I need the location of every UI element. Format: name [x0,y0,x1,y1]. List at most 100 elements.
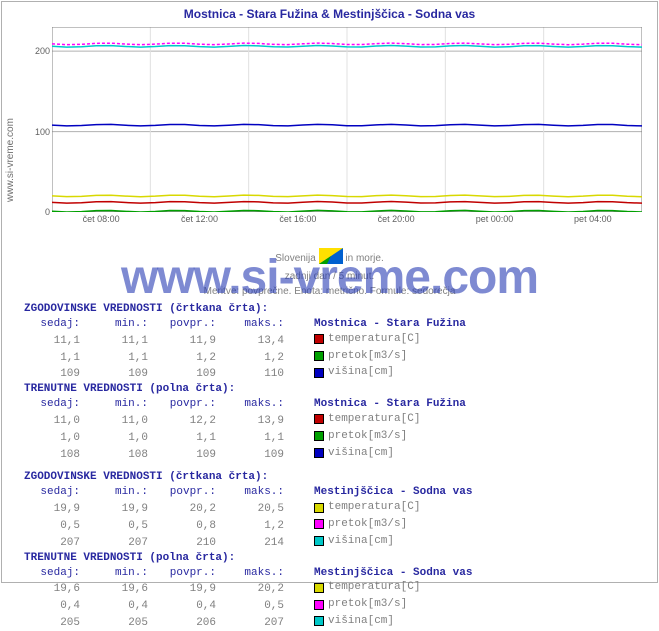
data-cell: 205 [24,616,80,631]
data-cell: 109 [216,448,284,463]
data-cell: 11,1 [24,334,80,349]
col-header: min.: [80,566,148,581]
legend-entry: pretok[m3/s] [314,349,407,365]
table-row: 205205206207višina[cm] [24,614,639,631]
x-tick: čet 08:00 [83,214,120,224]
x-axis-labels: čet 08:00čet 12:00čet 16:00čet 20:00pet … [52,214,642,228]
table-row: 1,11,11,21,2pretok[m3/s] [24,349,639,366]
caption-l1b: in morje. [345,253,383,264]
legend-label: višina[cm] [328,535,394,547]
color-swatch [314,448,324,458]
col-header: min.: [80,397,148,412]
station-name: Mestinjščica - Sodna vas [314,567,472,579]
chart-container: Mostnica - Stara Fužina & Mestinjščica -… [1,1,658,583]
x-tick: pet 00:00 [476,214,514,224]
color-swatch [314,583,324,593]
data-cell: 109 [80,367,148,382]
data-cell: 1,2 [148,351,216,366]
data-cell: 108 [80,448,148,463]
station-name: Mostnica - Stara Fužina [314,318,466,330]
col-header: sedaj: [24,566,80,581]
legend-entry: temperatura[C] [314,580,420,596]
data-cell: 214 [216,536,284,551]
data-cell: 206 [148,616,216,631]
col-header: maks.: [216,566,284,581]
legend-entry: temperatura[C] [314,412,420,428]
section-header: ZGODOVINSKE VREDNOSTI (črtkana črta): [24,470,639,485]
legend-label: temperatura[C] [328,581,420,593]
col-header: min.: [80,317,148,332]
legend-entry: temperatura[C] [314,332,420,348]
caption-l1a: Slovenija [275,253,316,264]
table-row: 207207210214višina[cm] [24,534,639,551]
col-header: sedaj: [24,397,80,412]
data-tables: ZGODOVINSKE VREDNOSTI (črtkana črta):sed… [24,302,639,631]
legend-label: pretok[m3/s] [328,350,407,362]
y-axis-labels: 0100200 [22,27,50,212]
data-cell: 108 [24,448,80,463]
data-cell: 1,2 [216,519,284,534]
column-headers: sedaj:min.:povpr.:maks.:Mostnica - Stara… [24,397,639,412]
col-header: maks.: [216,485,284,500]
color-swatch [314,616,324,626]
data-cell: 20,5 [216,502,284,517]
legend-label: pretok[m3/s] [328,518,407,530]
data-cell: 20,2 [216,582,284,597]
section-header: TRENUTNE VREDNOSTI (polna črta): [24,551,639,566]
table-row: 19,619,619,920,2temperatura[C] [24,580,639,597]
legend-entry: temperatura[C] [314,500,420,516]
column-headers: sedaj:min.:povpr.:maks.: Mestinjščica - S… [24,566,639,581]
table-row: 11,011,012,213,9temperatura[C] [24,412,639,429]
data-cell: 210 [148,536,216,551]
legend-entry: višina[cm] [314,365,394,381]
data-cell: 13,9 [216,414,284,429]
data-cell: 1,2 [216,351,284,366]
legend-label: višina[cm] [328,447,394,459]
data-cell: 207 [80,536,148,551]
color-swatch [314,536,324,546]
data-cell: 1,1 [80,351,148,366]
chart-svg [52,27,642,212]
color-swatch [314,414,324,424]
legend-entry: pretok[m3/s] [314,429,407,445]
station-name: Mestinjščica - Sodna vas [314,486,472,498]
color-swatch [314,503,324,513]
chart-title: Mostnica - Stara Fužina & Mestinjščica -… [2,2,657,24]
legend-label: temperatura[C] [328,413,420,425]
table-row: 0,50,50,81,2pretok[m3/s] [24,517,639,534]
col-header: min.: [80,485,148,500]
legend-entry: višina[cm] [314,614,394,630]
legend-label: pretok[m3/s] [328,598,407,610]
col-header: sedaj: [24,485,80,500]
legend-entry: višina[cm] [314,446,394,462]
col-header: povpr.: [148,317,216,332]
data-cell: 0,5 [80,519,148,534]
y-tick: 100 [35,127,50,137]
station-name: Mostnica - Stara Fužina [314,398,466,410]
table-row: 11,111,111,913,4temperatura[C] [24,332,639,349]
col-header: povpr.: [148,397,216,412]
side-url: www.si-vreme.com [5,118,16,202]
col-header: povpr.: [148,485,216,500]
data-cell: 207 [216,616,284,631]
color-swatch [314,431,324,441]
chart-caption: Slovenija in morje. zadnji dan / 5 minut… [2,248,657,299]
data-cell: 109 [24,367,80,382]
data-cell: 207 [24,536,80,551]
data-cell: 1,0 [80,431,148,446]
legend-label: višina[cm] [328,615,394,627]
caption-l3: Meritve: povprečne. Enota: metrično. For… [2,284,657,299]
data-cell: 0,8 [148,519,216,534]
y-tick: 0 [45,207,50,217]
table-row: 109109109110višina[cm] [24,365,639,382]
col-header: povpr.: [148,566,216,581]
column-headers: sedaj:min.:povpr.:maks.:Mostnica - Stara… [24,317,639,332]
legend-entry: višina[cm] [314,534,394,550]
table-row: 1,01,01,11,1pretok[m3/s] [24,429,639,446]
data-cell: 109 [148,448,216,463]
color-swatch [314,368,324,378]
data-cell: 0,4 [80,599,148,614]
legend-label: pretok[m3/s] [328,430,407,442]
data-cell: 0,4 [148,599,216,614]
caption-l2: zadnji dan / 5 minut. [2,269,657,284]
